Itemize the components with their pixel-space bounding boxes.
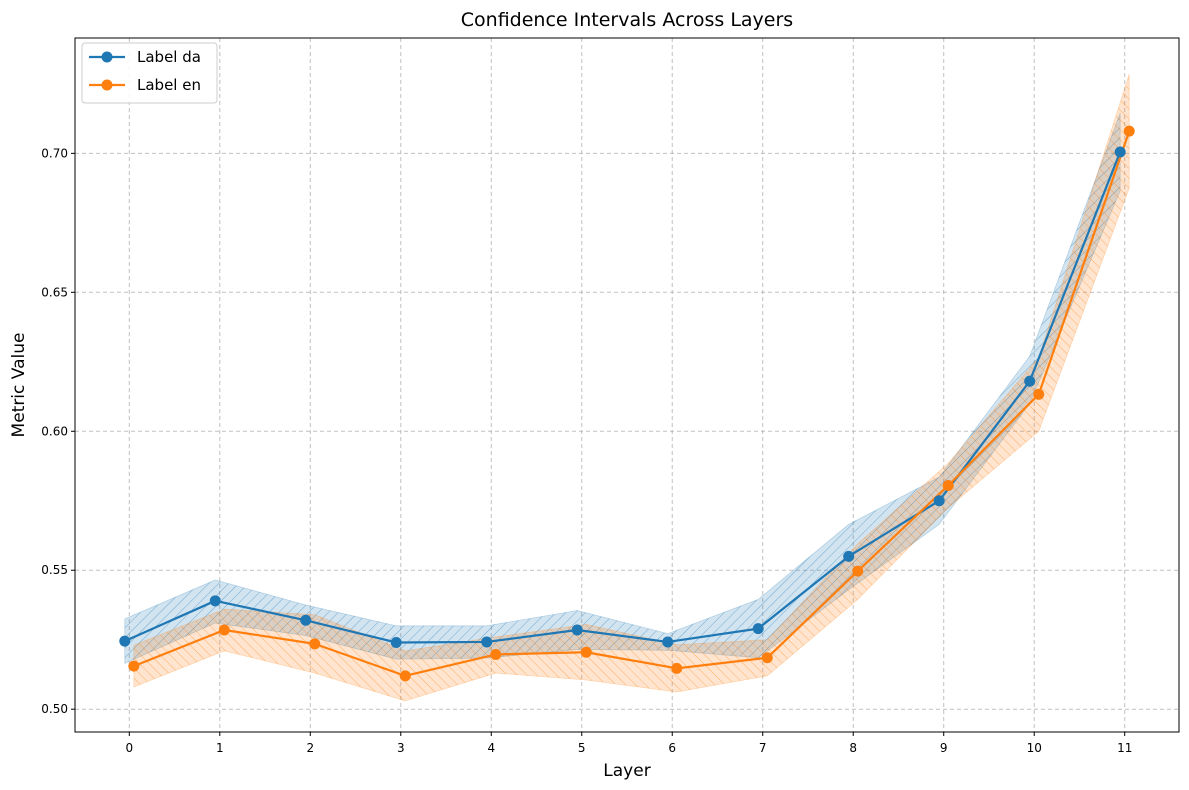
data-point <box>852 565 864 577</box>
legend-label-en: Label en <box>137 76 201 94</box>
confidence-band-hatch <box>133 74 1130 702</box>
x-tick-label: 3 <box>397 741 405 755</box>
y-tick-label: 0.70 <box>41 146 68 160</box>
series-points <box>119 125 1135 682</box>
series-line <box>124 151 1122 644</box>
data-point <box>390 637 402 649</box>
data-point <box>671 662 683 674</box>
data-point <box>128 660 140 672</box>
legend-marker-en <box>101 79 113 91</box>
series-lines <box>124 130 1131 677</box>
x-tick-label: 0 <box>125 741 133 755</box>
y-tick-label: 0.60 <box>41 424 68 438</box>
x-tick-label: 11 <box>1117 741 1132 755</box>
data-point <box>300 614 312 626</box>
x-tick-label: 7 <box>759 741 767 755</box>
data-point <box>662 636 674 648</box>
x-tick-label: 4 <box>487 741 495 755</box>
data-point <box>490 648 502 660</box>
data-point <box>1114 146 1126 158</box>
y-axis-label: Metric Value <box>9 333 29 438</box>
x-tick-label: 2 <box>306 741 314 755</box>
data-point <box>752 623 764 635</box>
legend-marker-da <box>101 51 113 63</box>
y-axis-ticks: 0.50 0.55 0.60 0.65 0.70 <box>41 146 75 716</box>
x-tick-label: 9 <box>940 741 948 755</box>
data-point <box>218 624 230 636</box>
data-point <box>119 635 131 647</box>
data-point <box>1123 125 1135 137</box>
confidence-band-fill <box>124 113 1121 664</box>
data-point <box>309 638 321 650</box>
x-tick-label: 6 <box>668 741 676 755</box>
data-point <box>942 479 954 491</box>
data-point <box>1033 388 1045 400</box>
y-tick-label: 0.50 <box>41 702 68 716</box>
x-tick-label: 8 <box>849 741 857 755</box>
data-point <box>761 652 773 664</box>
x-tick-label: 5 <box>578 741 586 755</box>
data-point <box>481 636 493 648</box>
data-point <box>933 495 945 507</box>
x-axis-label: Layer <box>603 761 650 781</box>
chart-title: Confidence Intervals Across Layers <box>461 9 793 31</box>
x-tick-label: 10 <box>1027 741 1042 755</box>
y-tick-label: 0.55 <box>41 563 68 577</box>
data-point <box>843 550 855 562</box>
x-tick-label: 1 <box>216 741 224 755</box>
y-tick-label: 0.65 <box>41 285 68 299</box>
confidence-band-hatch <box>124 112 1121 664</box>
data-point <box>399 670 411 682</box>
data-point <box>209 595 221 607</box>
legend: Label da Label en <box>81 42 218 104</box>
legend-label-da: Label da <box>137 48 201 66</box>
data-point <box>571 624 583 636</box>
data-point <box>580 646 592 658</box>
series-line <box>133 130 1131 677</box>
data-point <box>1024 375 1036 387</box>
confidence-bands <box>124 74 1130 702</box>
plot-frame <box>74 37 1180 733</box>
x-axis-ticks: 0 1 2 3 4 5 6 7 8 9 10 11 <box>125 732 1132 755</box>
